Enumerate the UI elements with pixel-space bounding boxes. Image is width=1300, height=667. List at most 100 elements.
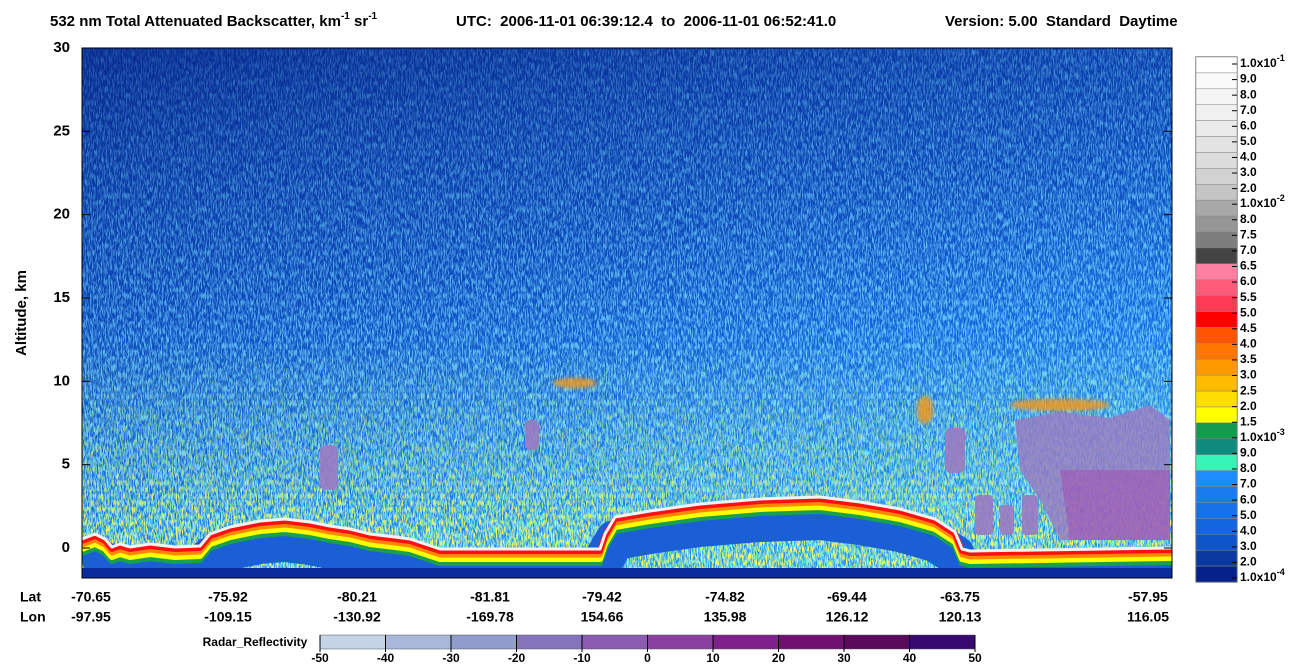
version: Version: 5.00 Standard Daytime: [945, 13, 1178, 30]
lon-tick-label: 116.05: [1127, 609, 1169, 625]
colorbar-label-base: 1.0x10: [1240, 56, 1277, 70]
colorbar-label: 2.5: [1240, 383, 1257, 397]
colorbar-label: 8.0: [1240, 87, 1257, 101]
colorbar-swatch: [1195, 470, 1238, 487]
curtain: [82, 48, 1172, 578]
colorbar-swatch: [1195, 406, 1238, 424]
radar-tick-label: 40: [903, 651, 917, 665]
colorbar-swatch: [1195, 184, 1238, 201]
colorbar-label: 2.0: [1240, 399, 1257, 413]
y-tick-label: 30: [53, 39, 70, 56]
colorbar-label: 1.0x10-1: [1240, 53, 1285, 70]
radar-swatch: [778, 634, 845, 650]
colorbar-label: 3.0: [1240, 368, 1257, 382]
colorbar-label: 6.0: [1240, 274, 1257, 288]
y-tick-label: 15: [53, 289, 70, 306]
lon-tick-label: -97.95: [71, 609, 111, 625]
lat-tick-label: -70.65: [71, 589, 111, 605]
lat-tick-label: -81.81: [470, 589, 510, 605]
colorbar-swatch: [1195, 247, 1238, 265]
lon-tick-label: 154.66: [581, 609, 624, 625]
radar-swatch: [712, 634, 779, 650]
colorbar-label: 4.0: [1240, 337, 1257, 351]
radar-swatch: [450, 634, 517, 650]
radar-swatch: [581, 634, 648, 650]
radar-tick-label: 0: [644, 651, 651, 665]
cloud-radar: [320, 405, 1170, 540]
colorbar-label: 1.5: [1240, 414, 1257, 428]
y-tick-label: 0: [62, 539, 70, 556]
radar-tick-label: 30: [837, 651, 851, 665]
radar-swatch: [516, 634, 583, 650]
colorbar-label-base: 1.0x10: [1240, 430, 1277, 444]
colorbar-swatch: [1195, 72, 1238, 90]
colorbar-swatch: [1195, 215, 1238, 233]
radar-swatch: [909, 634, 976, 650]
colorbar-label: 1.0x10-4: [1240, 567, 1285, 584]
lat-tick-label: -63.75: [940, 589, 980, 605]
subsurface: [82, 568, 1172, 578]
colorbar-swatch: [1195, 502, 1238, 519]
colorbar-swatch: [1195, 438, 1238, 455]
y-tick-label: 5: [62, 456, 70, 473]
colorbar-label-exp: -2: [1277, 194, 1285, 204]
colorbar-label: 8.0: [1240, 461, 1257, 475]
colorbar-label: 7.0: [1240, 243, 1257, 257]
radar-swatch: [843, 634, 910, 650]
utc-range: UTC: 2006-11-01 06:39:12.4 to 2006-11-01…: [456, 13, 836, 30]
colorbar-label: 2.0: [1240, 181, 1257, 195]
colorbar-swatch: [1195, 311, 1238, 328]
y-tick-label: 10: [53, 372, 70, 389]
y-axis-label: Altitude, km: [13, 270, 30, 356]
colorbar-label: 9.0: [1240, 446, 1257, 460]
radar-swatch: [319, 634, 386, 650]
colorbar-label-base: 1.0x10: [1240, 196, 1277, 210]
colorbar-swatch: [1195, 343, 1238, 360]
colorbar-label: 4.5: [1240, 321, 1257, 335]
colorbar-swatch: [1195, 518, 1238, 535]
colorbar-label: 3.0: [1240, 539, 1257, 553]
colorbar-label: 6.0: [1240, 492, 1257, 506]
colorbar-swatch: [1195, 104, 1238, 121]
colorbar-swatch: [1195, 279, 1238, 296]
colorbar-swatch: [1195, 486, 1238, 503]
colorbar-label: 3.0: [1240, 165, 1257, 179]
colorbar-label-exp: -1: [1277, 53, 1285, 63]
y-tick-label: 25: [53, 122, 70, 139]
colorbar-label: 4.0: [1240, 523, 1257, 537]
colorbar-swatch: [1195, 359, 1238, 376]
radar-tick-label: 10: [706, 651, 720, 665]
colorbar-label: 4.0: [1240, 150, 1257, 164]
lon-tick-label: 135.98: [704, 609, 747, 625]
colorbar-swatch: [1195, 56, 1238, 74]
colorbar-label: 7.5: [1240, 228, 1257, 242]
chart-title: 532 nm Total Attenuated Backscatter, km-…: [50, 11, 378, 30]
colorbar-label: 3.5: [1240, 352, 1257, 366]
colorbar-label-base: 1.0x10: [1240, 570, 1277, 584]
radar-tick-label: -10: [573, 651, 591, 665]
y-tick-label: 20: [53, 206, 70, 223]
colorbar-label: 8.0: [1240, 212, 1257, 226]
colorbar-label: 5.5: [1240, 290, 1257, 304]
radar-tick-label: -40: [377, 651, 395, 665]
colorbar-swatch: [1195, 88, 1238, 105]
colorbar-swatch: [1195, 549, 1238, 567]
radar-swatch: [647, 634, 714, 650]
lon-tick-label: -109.15: [204, 609, 252, 625]
colorbar-label: 6.5: [1240, 259, 1257, 273]
colorbar-swatch: [1195, 231, 1238, 249]
noise-yellow: [82, 48, 1172, 578]
lat-tick-label: -69.44: [827, 589, 867, 605]
radar-tick-label: 50: [968, 651, 982, 665]
colorbar-label: 1.0x10-2: [1240, 194, 1285, 211]
colorbar-swatch: [1195, 390, 1238, 408]
radar-swatch: [385, 634, 452, 650]
colorbar-swatch: [1195, 152, 1238, 169]
colorbar-label: 1.0x10-3: [1240, 427, 1285, 444]
colorbar-swatch: [1195, 199, 1238, 217]
colorbar-label: 7.0: [1240, 103, 1257, 117]
radar-tick-label: -50: [311, 651, 329, 665]
radar-tick-label: -20: [508, 651, 526, 665]
colorbar-swatch: [1195, 120, 1238, 137]
